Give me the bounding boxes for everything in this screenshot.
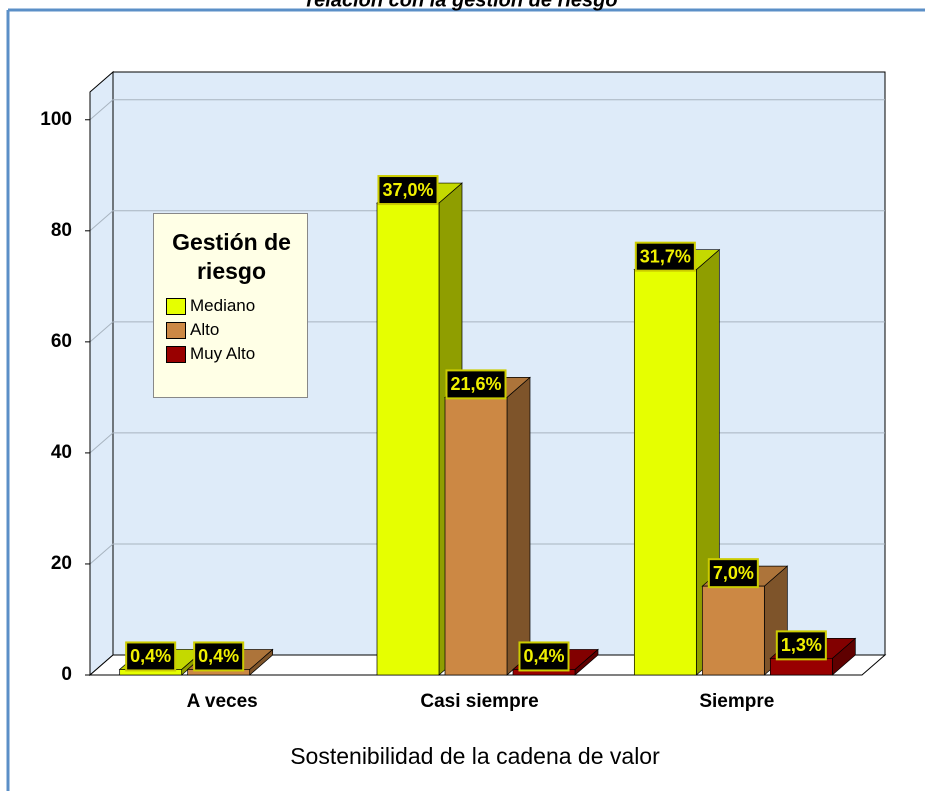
value-label-text: 21,6% xyxy=(450,374,501,394)
bar xyxy=(701,585,765,676)
y-tick-label: 20 xyxy=(51,553,72,574)
value-label: 21,6% xyxy=(445,369,507,400)
y-tick-label: 80 xyxy=(51,220,72,241)
value-label-box xyxy=(518,641,570,672)
value-label-box xyxy=(634,241,696,272)
y-tick-label: 0 xyxy=(61,664,72,685)
legend-title: Gestión de riesgo xyxy=(172,229,291,284)
x-tick-label: A veces xyxy=(187,691,258,712)
legend-item: Mediano xyxy=(166,294,297,318)
grid-line xyxy=(89,99,114,121)
legend-swatch xyxy=(166,297,186,315)
value-label: 0,4% xyxy=(193,641,245,672)
legend-item: Muy Alto xyxy=(166,342,297,366)
value-label-text: 0,4% xyxy=(198,646,239,666)
y-tick-label: 40 xyxy=(51,442,72,463)
bar-side xyxy=(506,376,531,676)
x-tick-label: Siempre xyxy=(699,691,774,712)
value-label: 0,4% xyxy=(518,641,570,672)
side-wall xyxy=(89,70,114,677)
value-label-text: 1,3% xyxy=(781,635,822,655)
grid-line xyxy=(89,432,114,454)
value-label-box xyxy=(445,369,507,400)
legend-swatch xyxy=(166,321,186,339)
bar xyxy=(376,202,440,676)
value-label-text: 0,4% xyxy=(523,646,564,666)
legend: Gestión de riesgo Mediano Alto Muy Alto xyxy=(153,213,308,398)
legend-item: Alto xyxy=(166,318,297,342)
value-label: 1,3% xyxy=(775,630,827,661)
y-tick-label: 60 xyxy=(51,331,72,352)
y-tick-label: 100 xyxy=(40,109,72,130)
value-label-box xyxy=(775,630,827,661)
value-label: 37,0% xyxy=(377,175,439,206)
bar xyxy=(633,269,697,676)
value-label-text: 0,4% xyxy=(130,646,171,666)
value-label-box xyxy=(377,175,439,206)
chart-title: relación con la gestión de riesgo xyxy=(306,0,617,11)
legend-label: Muy Alto xyxy=(190,344,256,363)
bar xyxy=(769,657,833,676)
grid-line xyxy=(89,543,114,565)
x-axis-title: Sostenibilidad de la cadena de valor xyxy=(290,743,660,769)
grid-line xyxy=(89,321,114,343)
value-label-text: 37,0% xyxy=(382,180,433,200)
value-label: 31,7% xyxy=(634,241,696,272)
bar xyxy=(444,397,508,676)
value-label-text: 31,7% xyxy=(640,246,691,266)
value-label-box xyxy=(125,641,177,672)
legend-label: Mediano xyxy=(190,296,256,315)
value-label-box xyxy=(707,558,759,589)
value-label-text: 7,0% xyxy=(713,563,754,583)
x-tick-label: Casi siempre xyxy=(420,691,538,712)
grid-line xyxy=(89,210,114,232)
value-label: 0,4% xyxy=(125,641,177,672)
legend-label: Alto xyxy=(190,320,220,339)
value-label: 7,0% xyxy=(707,558,759,589)
value-label-box xyxy=(193,641,245,672)
legend-swatch xyxy=(166,345,186,363)
